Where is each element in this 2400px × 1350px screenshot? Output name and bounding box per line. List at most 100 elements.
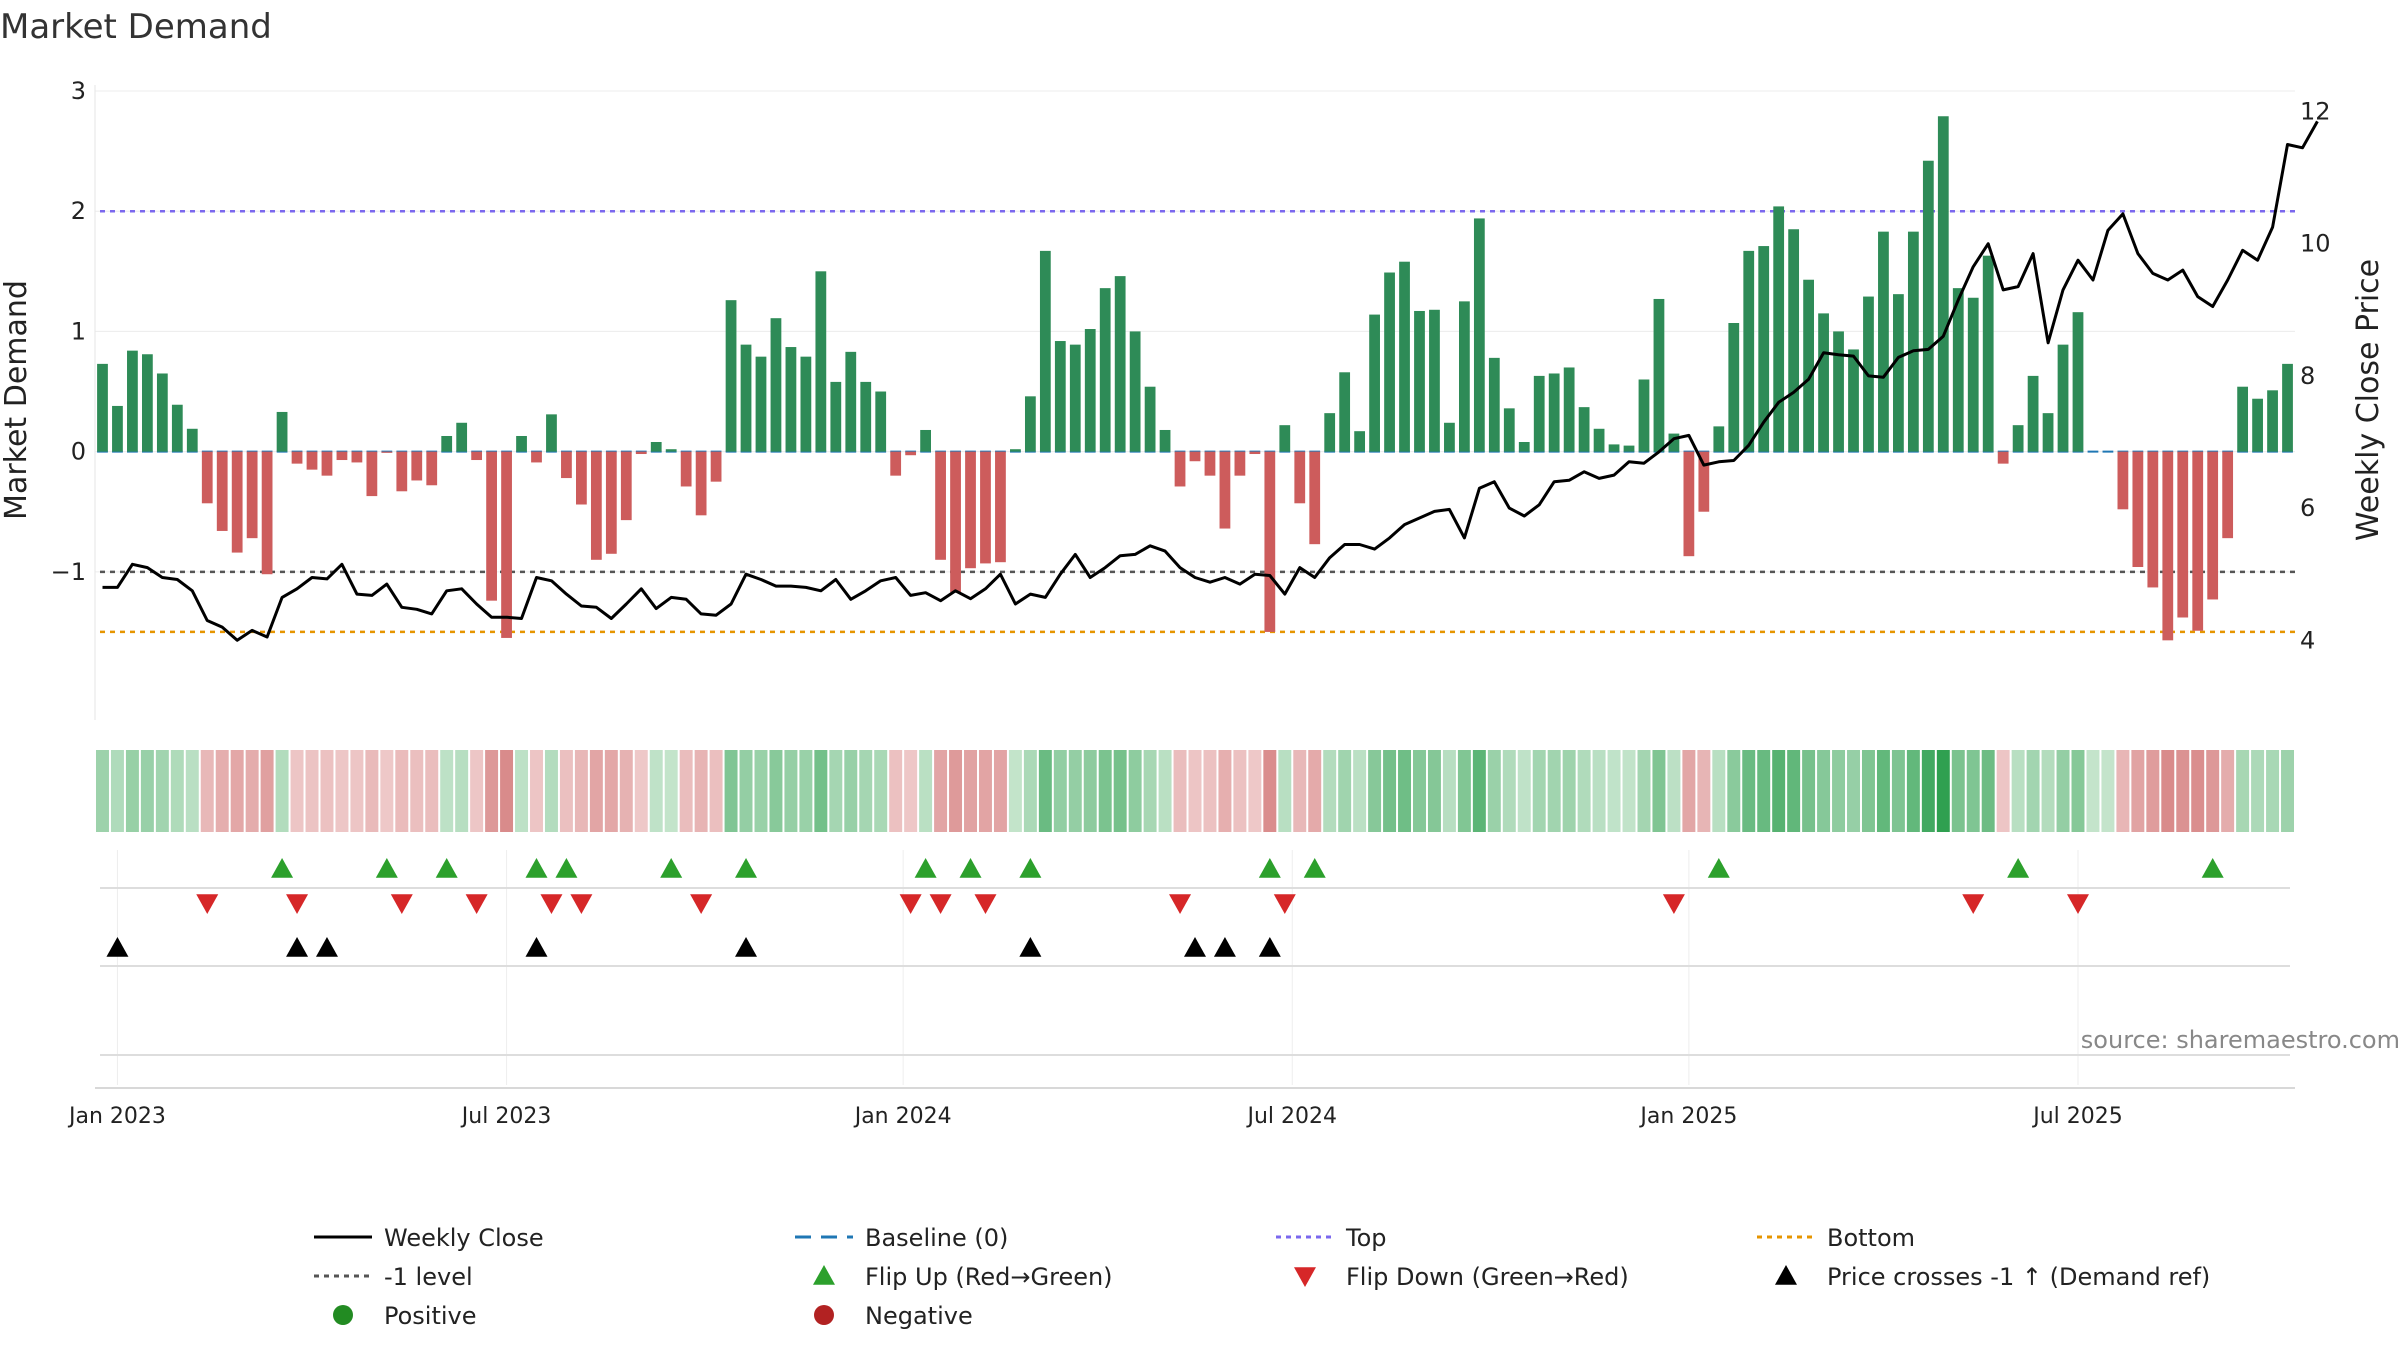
heat-cell (1652, 750, 1666, 832)
demand-bar (336, 451, 348, 461)
heat-cell (1637, 750, 1651, 832)
heat-cell (1727, 750, 1741, 832)
demand-bar (516, 435, 527, 452)
demand-bar (1069, 344, 1081, 452)
demand-bar (755, 356, 767, 452)
heat-cell (1413, 750, 1426, 832)
flip-up-marker (1019, 858, 1042, 878)
price-cross-marker (1213, 937, 1236, 957)
heat-cell (1712, 750, 1726, 832)
heat-cell (425, 750, 439, 832)
heat-cell (1592, 750, 1606, 832)
heat-cell (140, 750, 154, 832)
demand-bar (800, 356, 812, 452)
heat-cell (859, 750, 873, 832)
demand-bar (635, 451, 647, 455)
demand-bar (1144, 386, 1156, 452)
legend-label: Top (1345, 1224, 1387, 1252)
demand-bar (127, 350, 138, 452)
price-cross-marker (1019, 937, 1042, 957)
legend-swatch (814, 1305, 834, 1325)
source-note: source: sharemaestro.com (2081, 1026, 2400, 1054)
heat-cell (410, 750, 424, 832)
demand-bar (2072, 312, 2084, 452)
heat-cell (170, 750, 184, 832)
demand-bar (1429, 309, 1440, 452)
demand-bar (1608, 444, 1620, 452)
legend-label: Price crosses -1 ↑ (Demand ref) (1827, 1263, 2210, 1291)
heat-cell (1053, 750, 1067, 832)
x-tick-label: Jan 2023 (67, 1104, 166, 1129)
demand-bar (1758, 246, 1770, 452)
legend-label: -1 level (384, 1263, 473, 1291)
flip-up-marker (660, 858, 683, 878)
demand-bar (1279, 425, 1291, 452)
flip-up-marker (1303, 858, 1326, 878)
heat-cell (829, 750, 843, 832)
heat-cell (1173, 750, 1187, 832)
demand-bar (1713, 426, 1725, 452)
demand-bar (291, 451, 303, 464)
demand-bar (216, 451, 228, 531)
demand-bar (201, 451, 213, 504)
heat-cell (365, 750, 379, 832)
demand-bar (2132, 451, 2144, 568)
heat-cell (2191, 750, 2205, 832)
demand-bar (875, 391, 887, 452)
heat-cell (530, 750, 543, 832)
heat-cell (1817, 750, 1831, 832)
heat-cell (1502, 750, 1516, 832)
heat-cell (978, 750, 992, 832)
heat-cell (1038, 750, 1052, 832)
heat-cell (290, 750, 304, 832)
demand-bar (1039, 250, 1051, 452)
legend-swatch (1775, 1265, 1797, 1285)
demand-bar (1997, 451, 2009, 464)
heat-cell (1936, 750, 1950, 832)
demand-bar (1399, 261, 1410, 452)
heat-cell (305, 750, 319, 832)
x-tick-label: Jan 2024 (853, 1104, 952, 1129)
left-y-ticks: 3 2 1 0 −1 (51, 77, 86, 586)
heat-cell (155, 750, 169, 832)
demand-bar (546, 414, 557, 452)
y2-tick-label: 6 (2300, 494, 2315, 522)
heat-cell (125, 750, 139, 832)
demand-bar (725, 300, 737, 452)
demand-bar (381, 451, 393, 453)
demand-bar (710, 451, 722, 482)
heat-cell (2176, 750, 2190, 832)
demand-bar (246, 451, 258, 539)
heat-cell (544, 750, 558, 832)
demand-bar (1114, 276, 1126, 452)
demand-bar (1952, 288, 1964, 452)
demand-bar (1488, 357, 1500, 452)
legend-label: Flip Up (Red→Green) (865, 1263, 1113, 1291)
price-cross-marker (106, 937, 129, 957)
grid (94, 85, 2295, 1085)
weekly-close-line (102, 120, 2319, 642)
heat-cell (1876, 750, 1890, 832)
heat-cell (1427, 750, 1441, 832)
flip-up-marker (914, 858, 937, 878)
heat-cell (964, 750, 977, 832)
demand-bar (1294, 451, 1306, 504)
demand-bar (1234, 451, 1246, 476)
heat-cell (1981, 750, 1995, 832)
demand-bar (1743, 250, 1755, 452)
legend-label: Positive (384, 1302, 477, 1330)
heat-cell (485, 750, 499, 832)
demand-bar (1444, 422, 1455, 452)
flip-up-marker (1258, 858, 1281, 878)
flip-up-marker (735, 858, 758, 878)
y2-tick-label: 12 (2300, 97, 2331, 125)
heat-cell (949, 750, 963, 832)
chart-title: Market Demand (0, 7, 272, 47)
demand-bar (156, 373, 168, 452)
heat-cell (1353, 750, 1367, 832)
demand-bars (97, 116, 2293, 641)
heat-cell (664, 750, 678, 832)
demand-bar (1563, 367, 1575, 452)
demand-bar (785, 347, 797, 452)
demand-bar (1818, 313, 1829, 452)
